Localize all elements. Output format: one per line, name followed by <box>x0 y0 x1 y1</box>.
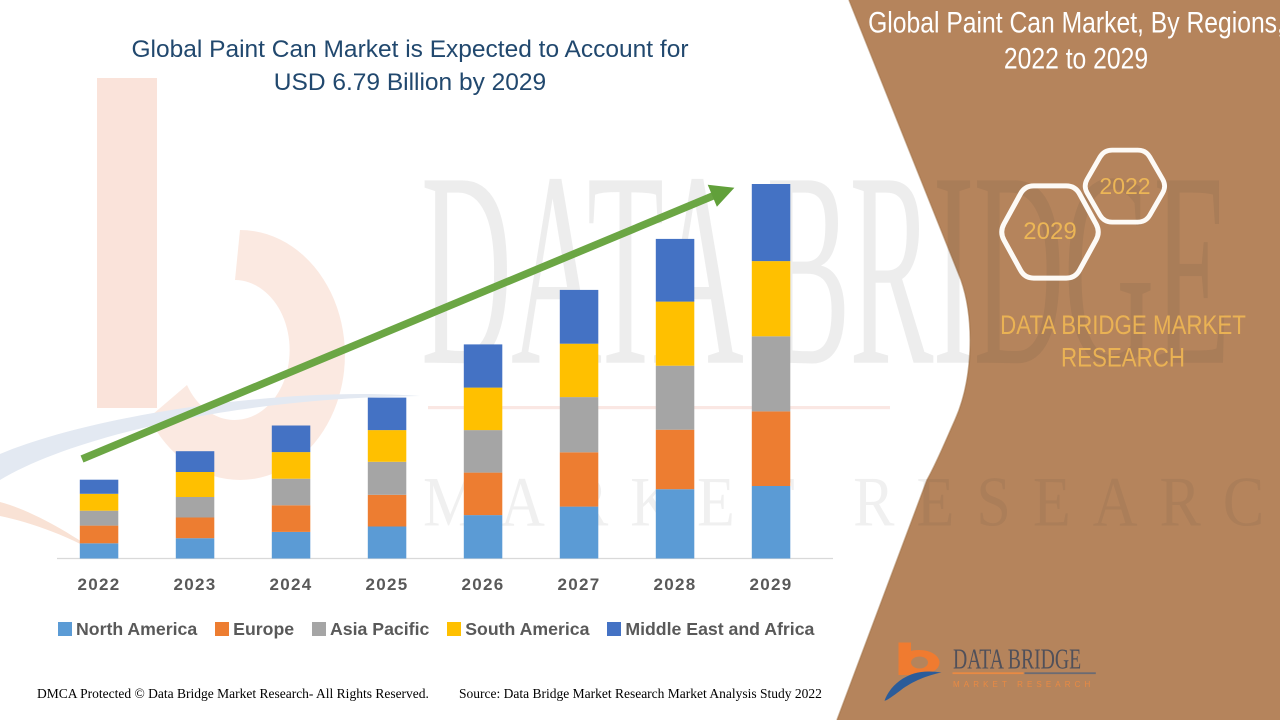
svg-text:MARKET RESEARCH: MARKET RESEARCH <box>953 680 1094 689</box>
svg-text:DATA BRIDGE: DATA BRIDGE <box>953 644 1081 676</box>
